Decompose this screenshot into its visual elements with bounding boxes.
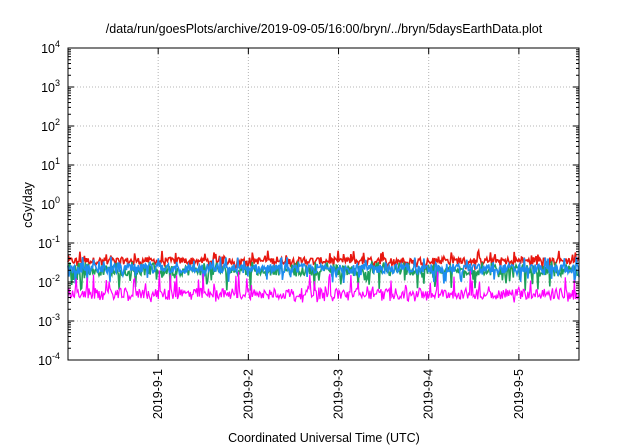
x-axis-label: Coordinated Universal Time (UTC) [228, 431, 420, 445]
series-line-3 [67, 256, 580, 284]
x-tick-label: 2019-9-3 [332, 369, 346, 419]
y-tick-label: 103 [41, 78, 60, 95]
y-tick-label: 102 [41, 117, 60, 134]
y-tick-label: 10-1 [38, 234, 60, 251]
y-tick-label: 101 [41, 156, 60, 173]
y-tick-label: 104 [41, 39, 60, 56]
series-line-1 [67, 247, 580, 271]
y-tick-label: 10-4 [38, 351, 60, 368]
x-tick-label: 2019-9-2 [241, 369, 255, 419]
y-tick-label: 10-3 [38, 312, 60, 329]
y-tick-label: 10-2 [38, 273, 60, 290]
chart-title: /data/run/goesPlots/archive/2019-09-05/1… [106, 22, 543, 36]
ticks: 10-4 10-3 10-2 10-1 100 101 102 103 104 2019-9-1 2… [38, 39, 579, 419]
x-tick-label: 2019-9-1 [151, 369, 165, 419]
x-tick-label: 2019-9-4 [422, 369, 436, 419]
y-tick-label: 100 [41, 195, 60, 212]
grid [68, 48, 579, 360]
series-line-4 [67, 270, 580, 303]
y-axis-label: cGy/day [21, 181, 35, 228]
x-tick-label: 2019-9-5 [512, 369, 526, 419]
series-lines [67, 247, 580, 303]
